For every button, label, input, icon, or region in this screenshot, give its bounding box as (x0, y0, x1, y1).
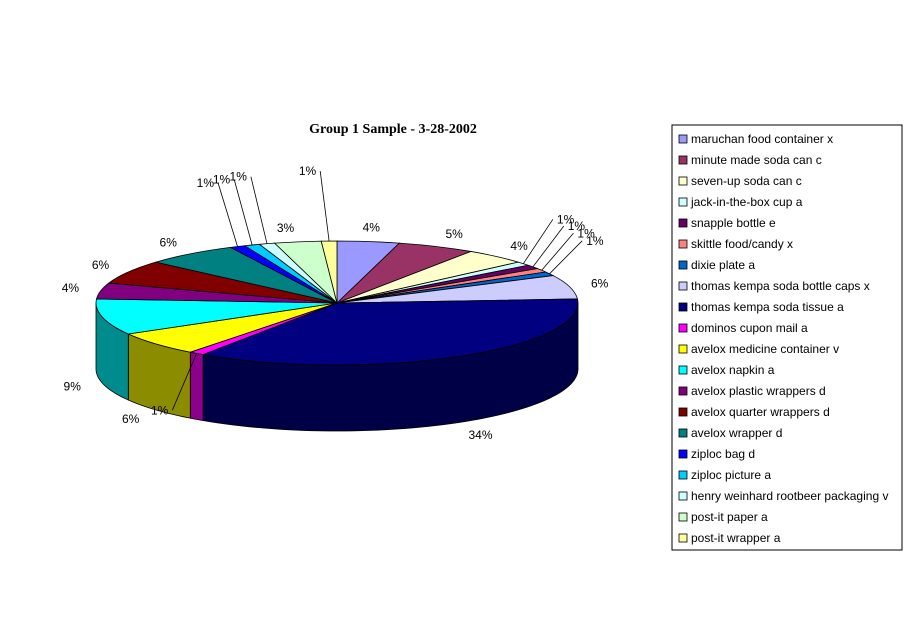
pie-slice-8 (201, 298, 579, 366)
legend-label-13: avelox quarter wrappers d (691, 405, 830, 419)
chart-title: Group 1 Sample - 3-28-2002 (309, 122, 477, 137)
legend-label-17: henry weinhard rootbeer packaging v (691, 489, 888, 503)
legend-label-19: post-it wrapper a (691, 531, 781, 545)
legend-swatch-13 (678, 407, 688, 417)
pie-pct-label-2: 4% (510, 239, 528, 253)
pie-pct-label-12: 4% (62, 281, 80, 295)
legend-swatch-19 (678, 533, 688, 543)
legend-swatch-17 (678, 491, 688, 501)
legend: maruchan food container x minute made sod… (671, 124, 903, 551)
legend-label-8: thomas kempa soda tissue a (691, 300, 844, 314)
legend-label-16: ziploc picture a (691, 468, 771, 482)
pie-pct-label-5: 1% (577, 226, 595, 240)
pie-pct-label-8: 34% (469, 428, 493, 442)
legend-label-14: avelox wrapper d (691, 426, 782, 440)
pie-leader-line-3 (522, 219, 554, 264)
legend-label-1: minute made soda can c (691, 153, 822, 167)
pie-pct-label-18: 3% (277, 221, 295, 235)
pie-sides (95, 303, 579, 432)
legend-label-18: post-it paper a (691, 510, 768, 524)
legend-swatch-15 (678, 449, 688, 459)
legend-label-9: dominos cupon mail a (691, 321, 808, 335)
pie-leader-line-6 (549, 240, 583, 275)
pie-leader-line-9 (171, 353, 197, 411)
legend-box (671, 124, 903, 551)
legend-swatch-14 (678, 428, 688, 438)
pie-leader-line-19 (319, 171, 330, 242)
legend-label-11: avelox napkin a (691, 363, 775, 377)
pie-slice-19 (320, 240, 338, 304)
pie-pct-label-13: 6% (92, 258, 110, 272)
pie-pct-label-10: 6% (122, 412, 140, 426)
legend-swatch-12 (678, 386, 688, 396)
legend-swatch-4 (678, 218, 688, 228)
pie-leader-line-4 (532, 225, 565, 268)
pie-pct-label-11: 9% (64, 379, 82, 393)
pie-side-9 (189, 351, 204, 422)
pie-pct-label-7: 6% (591, 276, 609, 290)
legend-swatch-11 (678, 365, 688, 375)
pie-pct-label-3: 1% (557, 212, 575, 226)
legend-label-5: skittle food/candy x (691, 237, 793, 251)
legend-label-0: maruchan food container x (691, 132, 833, 146)
pie-leader-line-5 (541, 233, 574, 271)
legend-swatch-0 (678, 134, 688, 144)
legend-swatch-3 (678, 197, 688, 207)
legend-label-7: thomas kempa soda bottle caps x (691, 279, 870, 293)
pie-pct-label-17: 1% (230, 170, 248, 184)
legend-swatch-2 (678, 176, 688, 186)
pie-leader-line-15 (217, 182, 238, 247)
legend-label-12: avelox plastic wrappers d (691, 384, 826, 398)
pie-pct-label-15: 1% (197, 176, 215, 190)
pie-pct-label-4: 1% (568, 219, 586, 233)
legend-swatch-16 (678, 470, 688, 480)
legend-label-4: snapple bottle e (691, 216, 776, 230)
pie-pct-label-9: 1% (151, 403, 169, 417)
legend-swatch-7 (678, 281, 688, 291)
legend-label-3: jack-in-the-box cup a (690, 195, 803, 209)
legend-swatch-8 (678, 302, 688, 312)
legend-swatch-5 (678, 239, 688, 249)
pie-labels: 4% 5%4%1%1%1%1%6%34%1%6%9%4%6%6%1%1% 1%3%1… (62, 164, 609, 442)
legend-swatch-6 (678, 260, 688, 270)
legend-label-10: avelox medicine container v (691, 342, 839, 356)
pie-leader-line-16 (233, 179, 253, 246)
legend-swatch-18 (678, 512, 688, 522)
pie-pct-label-19: 1% (299, 164, 317, 178)
pie-pct-label-14: 6% (160, 236, 178, 250)
legend-label-2: seven-up soda can c (691, 174, 802, 188)
legend-swatch-10 (678, 344, 688, 354)
pie-pct-label-6: 1% (586, 234, 604, 248)
pie-slice-11 (95, 298, 338, 335)
pie-pct-label-16: 1% (213, 173, 231, 187)
pie-pct-label-1: 5% (446, 227, 464, 241)
pie-leader-line-17 (250, 176, 268, 244)
legend-label-6: dixie plate a (691, 258, 755, 272)
pie-pct-label-0: 4% (363, 221, 381, 235)
legend-swatch-9 (678, 323, 688, 333)
pie-top (95, 240, 579, 366)
legend-label-15: ziploc bag d (691, 447, 755, 461)
legend-swatch-1 (678, 155, 688, 165)
